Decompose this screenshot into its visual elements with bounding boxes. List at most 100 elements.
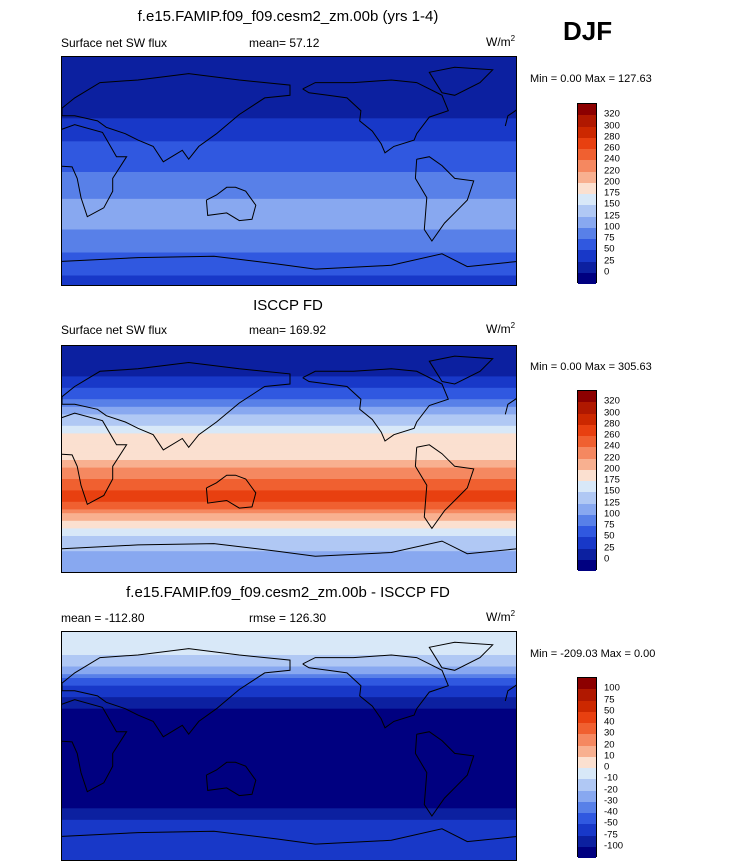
map-latitude-band [62, 410, 516, 415]
map-latitude-band [62, 835, 516, 840]
map-latitude-band [62, 486, 516, 491]
colorbar-tick-label: 300 [604, 407, 620, 418]
colorbar-swatch [578, 801, 596, 813]
colorbar-tick-label: 150 [604, 198, 620, 210]
panel-1-minmax: Min = 0.00 Max = 127.63 [530, 73, 652, 85]
map-latitude-band [62, 520, 516, 526]
map-latitude-band [62, 536, 516, 541]
colorbar-swatch [578, 227, 596, 239]
map-latitude-band [62, 433, 516, 438]
map-latitude-band [62, 681, 516, 687]
colorbar-swatch [578, 261, 596, 273]
map-latitude-band [62, 724, 516, 729]
colorbar-tick-label: 260 [604, 429, 620, 441]
colorbar-tick-label: 280 [604, 418, 620, 430]
map-latitude-band [62, 839, 516, 844]
map-latitude-band [62, 793, 516, 798]
map-latitude-band [62, 562, 516, 567]
panel-3-rmse-label: rmse = 126.30 [249, 611, 327, 625]
coastline [302, 79, 449, 154]
map-latitude-band [62, 160, 516, 165]
colorbar-swatch [578, 700, 596, 712]
coastline [62, 828, 516, 845]
map-latitude-band [62, 816, 516, 821]
coastline [205, 761, 257, 797]
colorbar-swatch [578, 526, 596, 538]
colorbar-swatch [578, 216, 596, 228]
map-latitude-band [62, 766, 516, 771]
map-latitude-band [62, 785, 516, 790]
map-latitude-band [62, 494, 516, 499]
colorbar-tick-label: -50 [604, 817, 618, 829]
panel-3-map [61, 631, 517, 861]
panel-2-minmax: Min = 0.00 Max = 305.63 [530, 361, 652, 373]
colorbar-swatch [578, 126, 596, 138]
map-latitude-band [62, 241, 516, 246]
coastline [62, 361, 291, 451]
panel-3-colorbar: 100 75 50 40 30 20 10 0 -10 -20 -30 -40 -50 -75 -100 [577, 677, 623, 858]
coastline [62, 540, 516, 557]
map-latitude-band [62, 279, 516, 284]
map-latitude-band [62, 237, 516, 242]
colorbar-tick-label: 75 [604, 694, 615, 705]
map-latitude-band [62, 513, 516, 518]
map-latitude-band [62, 99, 516, 104]
map-latitude-band [62, 244, 516, 250]
colorbar-tick-label: 0 [604, 553, 610, 565]
colorbar-swatch [578, 149, 596, 161]
colorbar-swatch [578, 514, 596, 526]
map-latitude-band [62, 103, 516, 108]
map-latitude-band [62, 747, 516, 752]
coastline [302, 368, 449, 442]
map-latitude-band [62, 708, 516, 714]
map-latitude-band [62, 267, 516, 273]
map-latitude-band [62, 570, 516, 572]
map-latitude-band [62, 678, 516, 683]
coastline [428, 355, 494, 385]
colorbar-swatch [578, 413, 596, 425]
colorbar-swatch [578, 723, 596, 735]
coastline [205, 186, 257, 222]
map-latitude-band [62, 214, 516, 219]
colorbar-swatch [578, 171, 596, 183]
colorbar-tick-label: 175 [604, 474, 620, 486]
coastline [62, 124, 128, 218]
map-latitude-band [62, 68, 516, 73]
map-latitude-band [62, 647, 516, 652]
coastline [302, 654, 449, 729]
map-latitude-band [62, 727, 516, 733]
map-latitude-band [62, 175, 516, 181]
map-latitude-band [62, 152, 516, 158]
colorbar-tick-label: 200 [604, 176, 620, 188]
colorbar-swatch [578, 503, 596, 515]
map-latitude-band [62, 368, 516, 374]
map-latitude-band [62, 252, 516, 257]
colorbar-tick-label: 75 [604, 519, 615, 531]
map-latitude-band [62, 517, 516, 522]
colorbar-tick-label: 30 [604, 727, 615, 739]
map-latitude-band [62, 141, 516, 146]
map-latitude-band [62, 804, 516, 809]
map-latitude-band [62, 387, 516, 393]
map-latitude-band [62, 425, 516, 431]
map-latitude-band [62, 126, 516, 131]
map-latitude-band [62, 555, 516, 560]
map-latitude-band [62, 87, 516, 93]
map-latitude-band [62, 471, 516, 476]
map-latitude-band [62, 547, 516, 552]
colorbar-swatch [578, 779, 596, 791]
map-latitude-band [62, 490, 516, 495]
map-latitude-band [62, 202, 516, 208]
colorbar-swatch [578, 137, 596, 149]
map-latitude-band [62, 346, 516, 351]
panel-1-mean-label: mean= 57.12 [249, 36, 320, 50]
map-latitude-band [62, 83, 516, 89]
colorbar-tick-label: 50 [604, 243, 615, 255]
map-latitude-band [62, 475, 516, 480]
coastline [414, 731, 475, 817]
colorbar-tick-label: 100 [604, 682, 620, 694]
map-latitude-band [62, 129, 516, 135]
map-latitude-band [62, 437, 516, 442]
map-latitude-band [62, 509, 516, 514]
colorbar-tick-label: -10 [604, 772, 618, 784]
